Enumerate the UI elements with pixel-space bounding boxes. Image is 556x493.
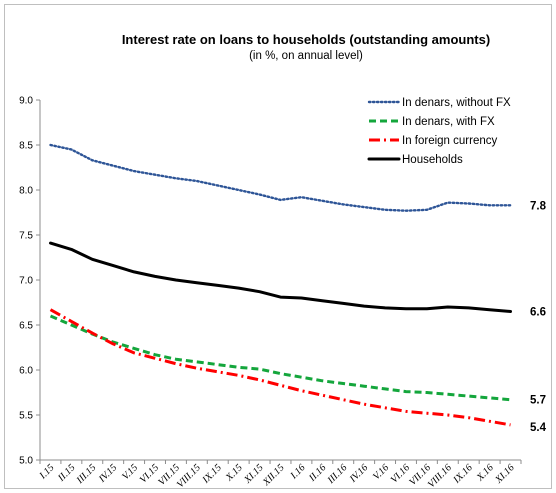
- y-tick-label: 6.5: [19, 321, 33, 332]
- x-tick-label: IX.16: [451, 462, 475, 486]
- end-value-label: 5.7: [530, 395, 546, 407]
- series-line-in-foreign-currency: [49, 308, 511, 427]
- y-tick-label: 7.0: [19, 276, 33, 287]
- x-tick-label: I.15: [37, 462, 57, 482]
- series-line-households: [49, 241, 512, 313]
- x-tick-label: XI.16: [493, 462, 517, 486]
- y-tick-label: 5.0: [19, 456, 33, 467]
- x-tick-label: VIII.15: [175, 462, 203, 490]
- chart-title: Interest rate on loans to households (ou…: [122, 32, 490, 47]
- y-tick-label: 8.0: [19, 186, 33, 197]
- y-tick-label: 6.0: [19, 366, 33, 377]
- end-value-label: 6.6: [530, 307, 546, 319]
- legend: In denars, without FX In denars, with FX I…: [367, 97, 511, 166]
- x-tick-label: X.16: [474, 462, 496, 484]
- series-line-in-denars-with-fx: [49, 314, 511, 402]
- x-tick-label: V.15: [120, 462, 140, 482]
- x-tick-label: II.15: [55, 462, 77, 484]
- x-tick-label: VIII.16: [426, 462, 454, 490]
- series-layer: [49, 143, 512, 427]
- x-tick-label: IV.15: [96, 462, 119, 485]
- y-tick-label: 5.5: [19, 411, 33, 422]
- legend-entry: Households: [402, 154, 463, 166]
- x-tick-label: IX.15: [200, 462, 224, 486]
- end-labels: 7.8 5.7 5.4 6.6: [530, 200, 547, 434]
- x-tick-label: XII.15: [260, 462, 286, 488]
- x-tick-label: III.16: [325, 462, 349, 486]
- y-tick-label: 9.0: [19, 96, 33, 107]
- x-tick-label: II.16: [306, 462, 328, 484]
- x-tick-label: III.15: [74, 462, 98, 486]
- x-tick-label: X.15: [223, 462, 245, 484]
- x-tick-label: IV.16: [347, 462, 370, 485]
- y-tick-label: 7.5: [19, 231, 33, 242]
- x-tick-label: I.16: [288, 462, 308, 482]
- x-tick-label: V.16: [371, 462, 391, 482]
- legend-entry: In foreign currency: [402, 135, 497, 147]
- chart-frame: [4, 4, 552, 489]
- legend-entry: In denars, with FX: [402, 116, 495, 128]
- y-tick-label: 8.5: [19, 141, 33, 152]
- legend-entry: In denars, without FX: [402, 97, 511, 109]
- series-line-in-denars-without-fx: [49, 143, 512, 212]
- end-value-label: 5.4: [530, 422, 547, 434]
- end-value-label: 7.8: [530, 200, 547, 212]
- chart-subtitle: (in %, on annual level): [249, 50, 363, 62]
